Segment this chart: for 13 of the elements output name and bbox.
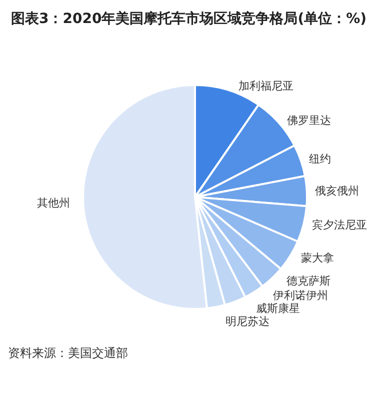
slice-label: 佛罗里达 [287,114,332,127]
slice-label: 德克萨斯 [286,274,330,288]
slice-label: 威斯康星 [256,302,300,316]
slice-label: 蒙大拿 [301,251,334,264]
slice-label: 纽约 [308,152,331,166]
slice-label: 其他州 [37,196,70,210]
slice-label: 伊利诺伊州 [273,289,328,302]
slice-label: 俄亥俄州 [314,184,359,198]
slice-label: 宾夕法尼亚 [312,218,368,232]
slice-label: 明尼苏达 [226,315,270,328]
chart-title: 图表3：2020年美国摩托车市场区域竞争格局(单位：%) [11,10,367,27]
text: 资料来源：美国交通部 [8,346,128,360]
slice-label: 加利福尼亚 [238,80,294,93]
